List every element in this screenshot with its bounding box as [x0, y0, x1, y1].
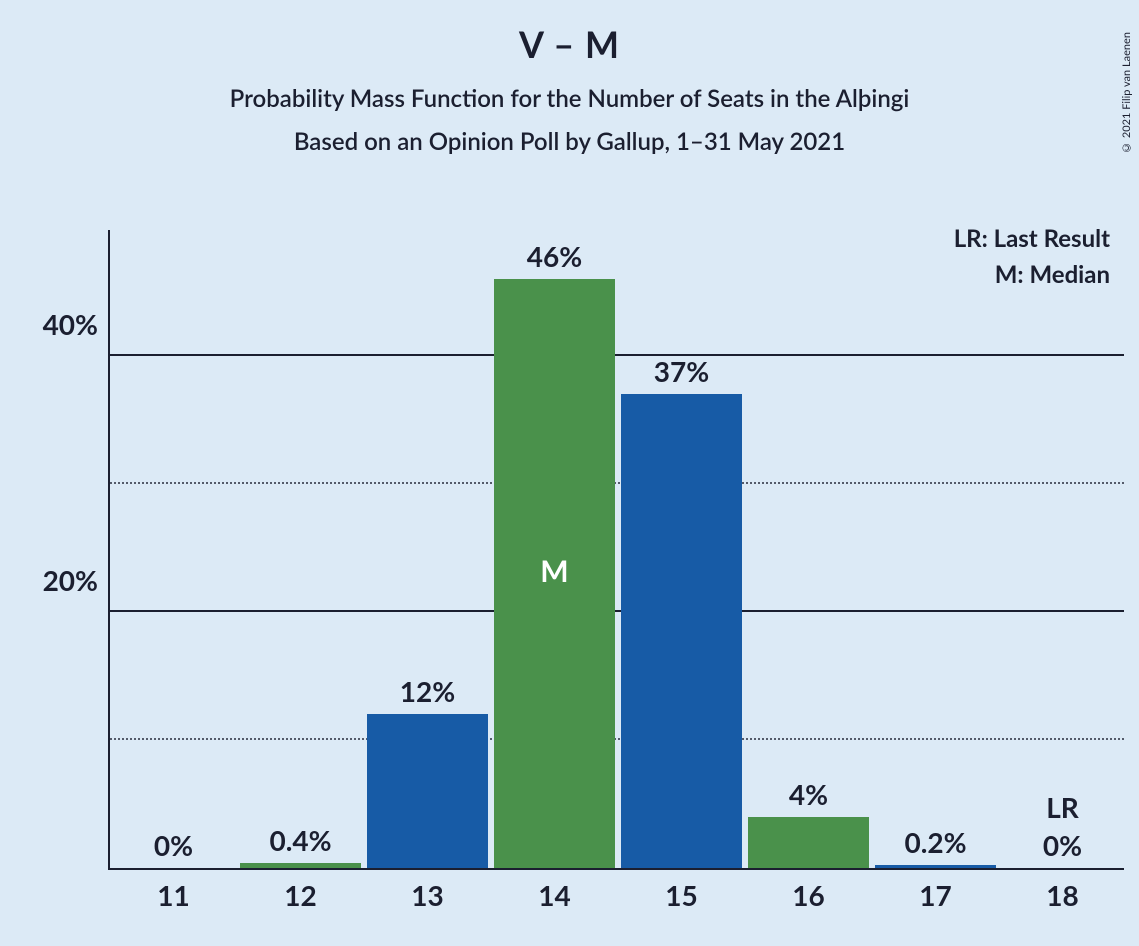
bar-value-label: 4% [745, 777, 872, 811]
x-axis-label: 14 [495, 878, 615, 912]
chart-title: V – M [0, 22, 1139, 66]
bar-value-label: 37% [618, 354, 745, 388]
bar [875, 865, 997, 868]
y-axis-label: 40% [43, 307, 98, 341]
grid-minor [110, 738, 1124, 740]
bar-value-label: 46% [491, 239, 618, 273]
x-axis-label: 11 [114, 878, 234, 912]
bar-chart: LR: Last Result M: Median 20%40%0%110.4%… [108, 230, 1124, 870]
legend-m: M: Median [995, 260, 1110, 289]
copyright-text: © 2021 Filip van Laenen [1120, 32, 1133, 154]
x-axis-label: 13 [368, 878, 488, 912]
x-axis-label: 12 [241, 878, 361, 912]
grid-major [110, 354, 1124, 356]
grid-major [110, 610, 1124, 612]
bar-value-label: 0.4% [237, 823, 364, 857]
x-axis-label: 18 [1003, 878, 1123, 912]
chart-subtitle-1: Probability Mass Function for the Number… [0, 84, 1139, 113]
chart-subtitle-2: Based on an Opinion Poll by Gallup, 1–31… [0, 127, 1139, 156]
last-result-marker: LR [999, 790, 1126, 824]
bar-value-label: 0.2% [872, 825, 999, 859]
bar [621, 394, 743, 868]
x-axis-label: 16 [749, 878, 869, 912]
x-axis-label: 15 [622, 878, 742, 912]
legend-lr: LR: Last Result [954, 224, 1110, 253]
bar-value-label: 0% [110, 828, 237, 862]
bar-value-label: 0% [999, 828, 1126, 862]
y-axis-label: 20% [43, 563, 98, 597]
bar [367, 714, 489, 868]
bar-value-label: 12% [364, 674, 491, 708]
median-marker: M [494, 553, 616, 589]
grid-minor [110, 482, 1124, 484]
bar [748, 817, 870, 868]
bar [240, 863, 362, 868]
x-axis-label: 17 [876, 878, 996, 912]
